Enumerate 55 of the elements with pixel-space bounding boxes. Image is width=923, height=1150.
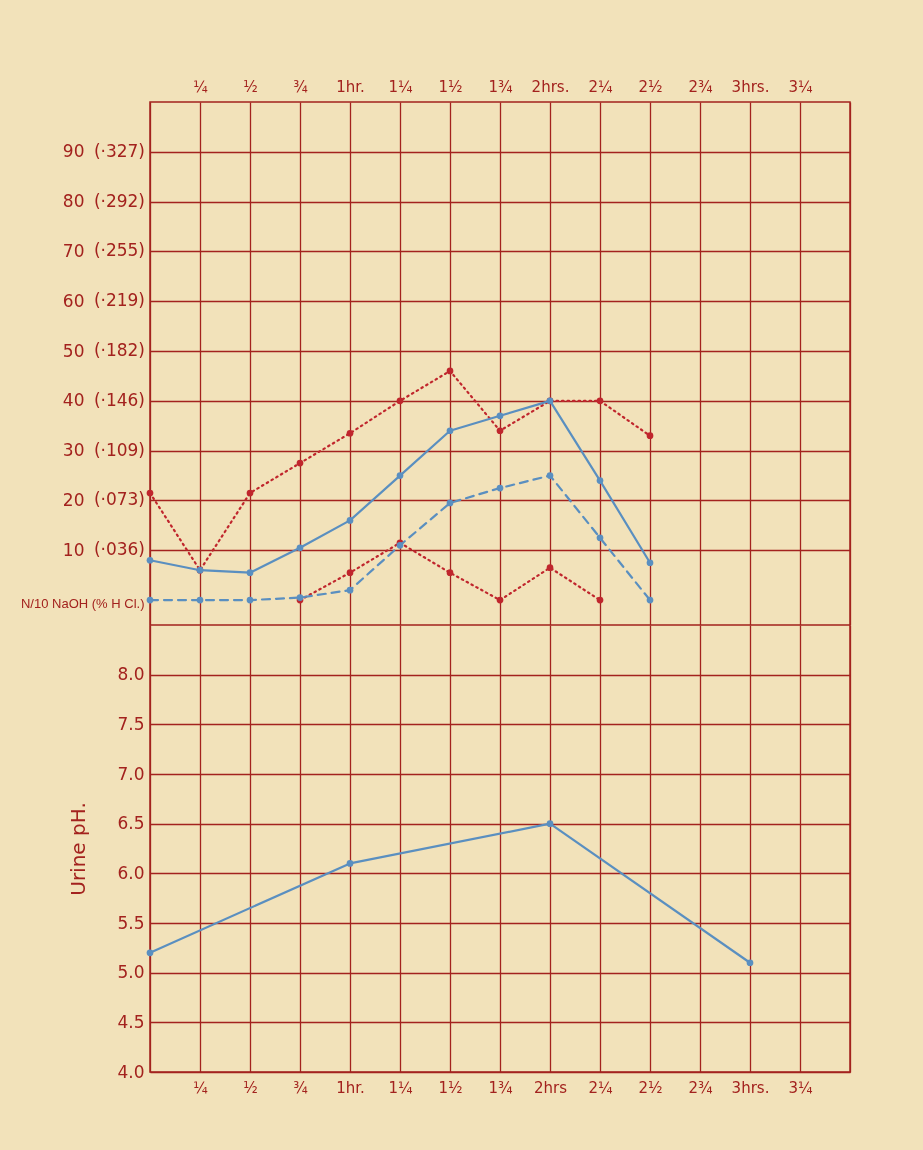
y-tick-label: 80 xyxy=(62,191,85,212)
x-tick-label: ½ xyxy=(243,1078,258,1097)
text: (·109) xyxy=(93,439,145,460)
text: (·073) xyxy=(93,489,145,510)
y-tick-label: 60 xyxy=(62,290,85,311)
x-tick-label: 2¾ xyxy=(688,77,713,96)
y-tick-label: 20 xyxy=(62,489,85,510)
x-tick-label: ¼ xyxy=(193,1078,209,1097)
x-tick-label: ¼ xyxy=(193,77,209,96)
x-tick-label: 2¼ xyxy=(588,77,613,96)
x-tick-label: 3hrs. xyxy=(731,77,770,96)
x-tick-label: 1¼ xyxy=(388,1078,413,1097)
x-tick-label: ½ xyxy=(243,77,258,96)
text: (·292) xyxy=(93,190,145,211)
y-tick-label: 4.5 xyxy=(117,1011,145,1032)
y-tick-label: 10 xyxy=(62,539,85,560)
y-tick-label: 70 xyxy=(62,240,85,261)
x-tick-label: 1¾ xyxy=(488,77,513,96)
x-tick-label: 1hr. xyxy=(336,77,365,96)
text: (·255) xyxy=(93,240,145,261)
y-tick-label: 7.0 xyxy=(117,763,145,784)
y-tick-label: 8.0 xyxy=(117,664,145,685)
x-tick-label: 2hrs. xyxy=(531,77,570,96)
text: (·327) xyxy=(93,140,145,161)
x-tick-label: ¾ xyxy=(293,77,309,96)
x-tick-label: 1hr. xyxy=(336,1078,365,1097)
x-tick-label: 1½ xyxy=(438,1078,463,1097)
x-tick-label: 1¾ xyxy=(488,1078,513,1097)
x-tick-label: 2¼ xyxy=(588,1078,613,1097)
x-tick-label: 2½ xyxy=(638,77,663,96)
y-tick-label: 30 xyxy=(62,440,85,461)
y-tick-label: 6.5 xyxy=(117,813,145,834)
x-tick-label: 2hrs xyxy=(533,1078,568,1097)
y-tick-label: 40 xyxy=(62,390,85,411)
y-tick-label: 5.0 xyxy=(117,962,145,983)
text: (·036) xyxy=(93,539,145,560)
x-tick-label: 2¾ xyxy=(688,1078,713,1097)
text: (·219) xyxy=(93,290,145,311)
y-tick-label: 4.0 xyxy=(117,1061,145,1082)
y-axis-title: Urine pH. xyxy=(65,802,90,896)
x-tick-label: 1¼ xyxy=(388,77,413,96)
y-axis-title: N/10 NaOH (% H Cl.) xyxy=(20,595,145,611)
text: (·182) xyxy=(93,340,145,361)
y-tick-label: 90 xyxy=(62,141,85,162)
x-tick-label: 3¼ xyxy=(788,77,813,96)
y-tick-label: 6.0 xyxy=(117,862,145,883)
x-tick-label: 1½ xyxy=(438,77,463,96)
y-tick-label: 50 xyxy=(62,340,85,361)
text: (·146) xyxy=(93,389,145,410)
x-tick-label: 3hrs. xyxy=(731,1078,770,1097)
y-tick-label: 5.5 xyxy=(117,912,145,933)
x-tick-label: ¾ xyxy=(293,1078,309,1097)
x-tick-label: 2½ xyxy=(638,1078,663,1097)
x-tick-label: 3¼ xyxy=(788,1078,813,1097)
y-tick-label: 7.5 xyxy=(117,713,145,734)
